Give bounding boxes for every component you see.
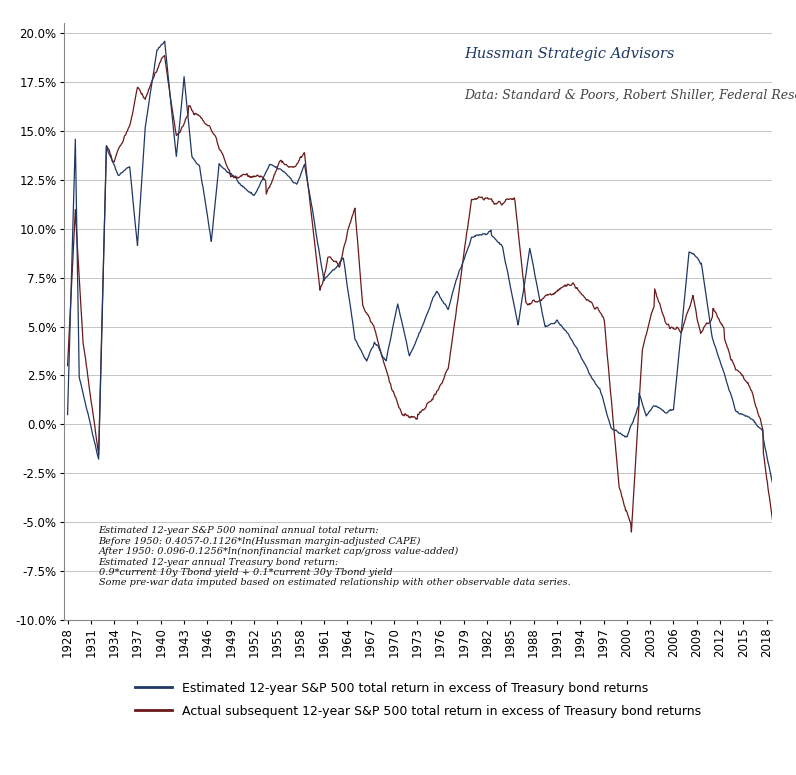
Text: Hussman Strategic Advisors: Hussman Strategic Advisors xyxy=(464,47,674,61)
Legend: Estimated 12-year S&P 500 total return in excess of Treasury bond returns, Actua: Estimated 12-year S&P 500 total return i… xyxy=(128,676,708,724)
Text: Estimated 12-year S&P 500 nominal annual total return:
Before 1950: 0.4057-0.112: Estimated 12-year S&P 500 nominal annual… xyxy=(99,526,571,587)
Text: Data: Standard & Poors, Robert Shiller, Federal Reserve: Data: Standard & Poors, Robert Shiller, … xyxy=(464,89,796,102)
